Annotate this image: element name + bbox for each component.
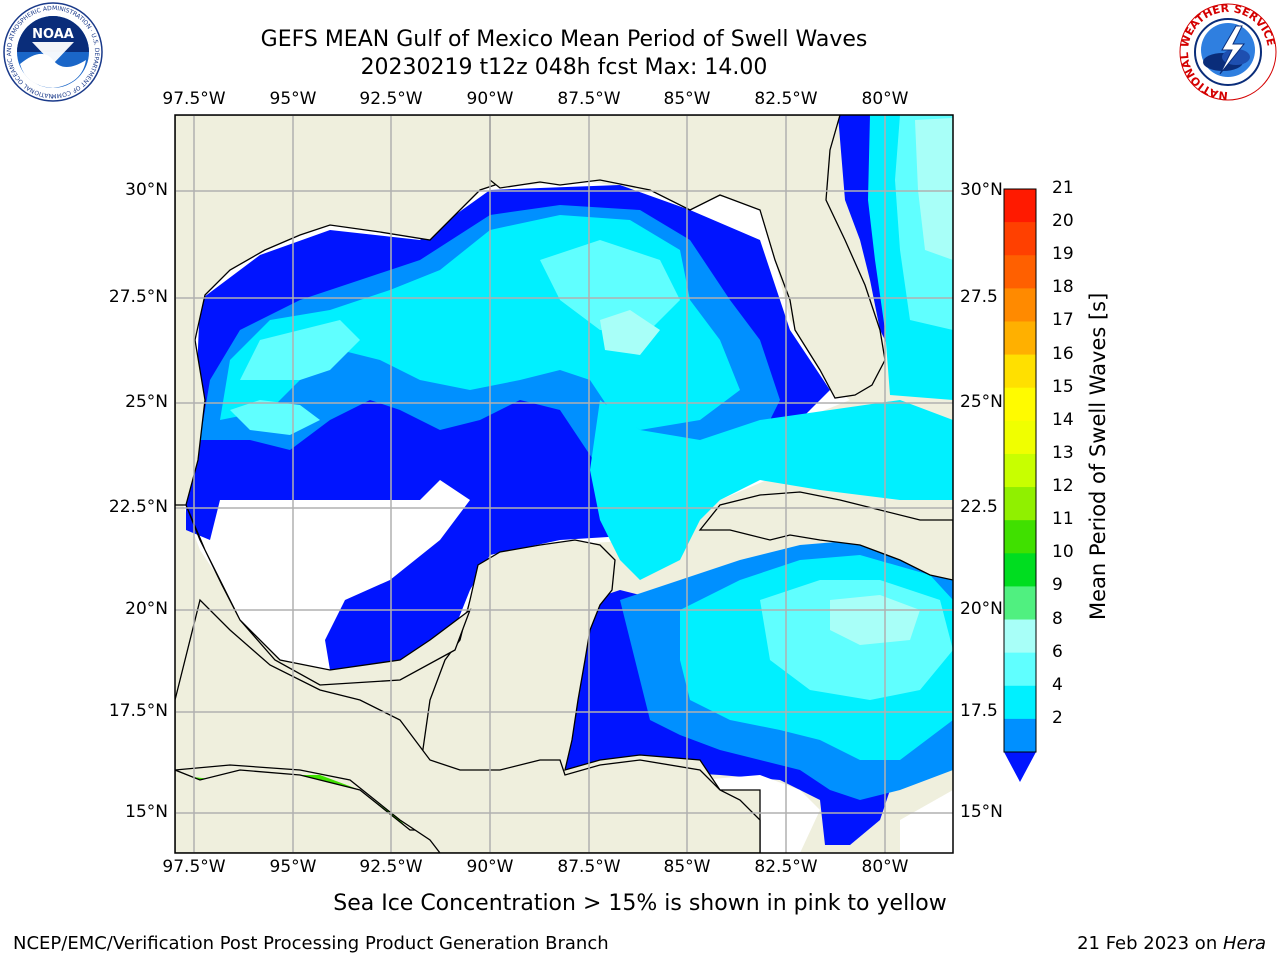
caribbean-swell-pale — [830, 595, 920, 645]
colorbar-tick-label: 9 — [1052, 575, 1063, 596]
colorbar-segment — [1004, 189, 1036, 223]
colorbar-segment — [1004, 520, 1036, 554]
colorbar-segment — [1004, 553, 1036, 587]
lat-tick-left-5: 17.5°N — [108, 701, 168, 721]
colorbar-extend-triangle — [1004, 752, 1036, 782]
colorbar-tick-label: 17 — [1052, 310, 1074, 331]
lon-tick-top-6: 82.5°W — [754, 89, 818, 109]
lon-tick-top-4: 87.5°W — [557, 89, 621, 109]
lon-tick-bottom-6: 82.5°W — [754, 857, 818, 877]
footer-date: 21 Feb 2023 on Hera — [1077, 933, 1266, 954]
land-central-america — [175, 598, 761, 853]
atlantic-swell-pale — [915, 118, 953, 260]
lat-tick-right-1: 27.5 — [960, 287, 998, 307]
colorbar-tick-label: 12 — [1052, 476, 1074, 497]
footer-credit: NCEP/EMC/Verification Post Processing Pr… — [13, 933, 609, 954]
lon-tick-top-0: 97.5°W — [162, 89, 226, 109]
lat-tick-right-4: 20°N — [960, 599, 1003, 619]
lat-tick-left-1: 27.5°N — [108, 287, 168, 307]
colorbar-tick-label: 8 — [1052, 608, 1063, 629]
lat-tick-left-0: 30°N — [125, 180, 168, 200]
map-subtitle: 20230219 t12z 048h fcst Max: 14.00 — [360, 55, 768, 80]
colorbar-tick-label: 10 — [1052, 542, 1074, 563]
colorbar-tick-label: 2 — [1052, 707, 1063, 728]
caribbean-no-data-2 — [900, 790, 953, 853]
land-cuba — [698, 491, 953, 581]
colorbar-segment — [1004, 255, 1036, 289]
lat-tick-left-2: 25°N — [125, 392, 168, 412]
lon-tick-bottom-7: 80°W — [861, 857, 909, 877]
colorbar-tick-label: 16 — [1052, 343, 1074, 364]
lon-tick-bottom-1: 95°W — [269, 857, 317, 877]
colorbar-segment — [1004, 321, 1036, 356]
gulf-swell-light-2 — [540, 240, 680, 330]
colorbar-segment — [1004, 652, 1036, 687]
lat-tick-right-2: 25°N — [960, 392, 1003, 412]
colorbar-segment — [1004, 685, 1036, 720]
lon-tick-bottom-2: 92.5°W — [359, 857, 423, 877]
footer-host: Hera — [1222, 933, 1266, 954]
colorbar-segment — [1004, 487, 1036, 521]
lon-tick-top-3: 90°W — [466, 89, 514, 109]
gulf-swell-pale — [600, 310, 660, 355]
map-frame — [174, 114, 954, 854]
colorbar-segment — [1004, 387, 1036, 422]
lon-tick-bottom-3: 90°W — [466, 857, 514, 877]
map-title: GEFS MEAN Gulf of Mexico Mean Period of … — [260, 27, 868, 52]
lon-tick-top-1: 95°W — [269, 89, 317, 109]
lon-tick-bottom-4: 87.5°W — [557, 857, 621, 877]
gulf-swell-light-1 — [240, 320, 360, 380]
colorbar-tick-label: 18 — [1052, 277, 1074, 298]
colorbar — [1003, 188, 1037, 782]
colorbar-segment — [1004, 718, 1036, 753]
colorbar-title: Mean Period of Swell Waves [s] — [1086, 292, 1110, 620]
colorbar-segment — [1004, 619, 1036, 654]
colorbar-segment — [1004, 354, 1036, 389]
lon-tick-bottom-0: 97.5°W — [162, 857, 226, 877]
colorbar-tick-label: 21 — [1052, 178, 1074, 198]
colorbar-segment — [1004, 420, 1036, 455]
colorbar-segment — [1004, 222, 1036, 256]
colorbar-tick-label: 19 — [1052, 244, 1074, 265]
footer-date-text: 21 Feb 2023 on — [1077, 933, 1223, 954]
lat-tick-right-0: 30°N — [960, 180, 1003, 200]
colorbar-segment — [1004, 453, 1036, 488]
colorbar-tick-label: 20 — [1052, 211, 1074, 232]
colorbar-tick-label: 6 — [1052, 641, 1063, 662]
lon-tick-top-7: 80°W — [861, 89, 909, 109]
colorbar-tick-label: 14 — [1052, 409, 1074, 430]
noaa-logo-text: NOAA — [32, 27, 74, 42]
colorbar-segment — [1004, 288, 1036, 322]
colorbar-tick-label: 11 — [1052, 509, 1074, 530]
colorbar-tick-label: 13 — [1052, 442, 1074, 463]
gulf-swell-light-3 — [230, 400, 320, 435]
lon-tick-bottom-5: 85°W — [663, 857, 711, 877]
land-mexico-west — [175, 115, 501, 686]
straits-swell — [590, 400, 953, 580]
sea-ice-caption: Sea Ice Concentration > 15% is shown in … — [333, 891, 947, 916]
lon-tick-top-2: 92.5°W — [359, 89, 423, 109]
colorbar-tick-label: 4 — [1052, 674, 1063, 695]
lat-tick-left-4: 20°N — [125, 599, 168, 619]
nws-logo: NATIONAL WEATHER SERVICE — [1178, 2, 1278, 102]
lat-tick-left-3: 22.5°N — [108, 497, 168, 517]
noaa-logo: NOAA NATIONAL OCEANIC AND ATMOSPHERIC AD… — [2, 2, 103, 102]
lat-tick-right-6: 15°N — [960, 802, 1003, 822]
lat-tick-right-5: 17.5 — [960, 701, 998, 721]
colorbar-segment — [1004, 586, 1036, 621]
colorbar-tick-label: 15 — [1052, 376, 1074, 397]
lat-tick-right-3: 22.5 — [960, 497, 998, 517]
lat-tick-left-6: 15°N — [125, 802, 168, 822]
graticule — [175, 115, 953, 853]
lon-tick-top-5: 85°W — [663, 89, 711, 109]
colorbar-frame — [1003, 188, 1037, 753]
